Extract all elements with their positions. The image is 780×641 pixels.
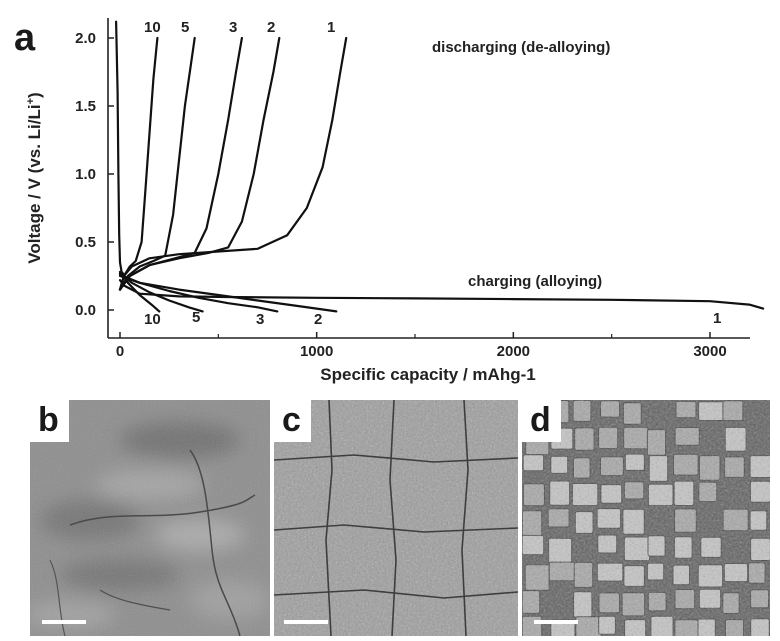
curves (114, 20, 765, 313)
y-tick-label: 0.0 (75, 302, 96, 319)
scale-bar-c (284, 620, 328, 624)
axis-ticks: 0 1000 2000 3000 0.0 0.5 1.0 1.5 2.0 (75, 30, 727, 360)
discharge-label-1: 1 (327, 19, 335, 36)
y-axis-title: Voltage / V (vs. Li/Li+) (25, 92, 44, 263)
discharge-cycle-labels: 10 5 3 2 1 (144, 19, 335, 36)
discharging-annotation: discharging (de-alloying) (432, 39, 610, 56)
charging-annotation: charging (alloying) (468, 273, 602, 290)
discharge-label-5: 5 (181, 19, 189, 36)
panel-label-c: c (274, 400, 311, 442)
panel-label-d: d (522, 400, 561, 442)
x-tick-label: 0 (116, 343, 124, 360)
y-tick-label: 1.0 (75, 166, 96, 183)
panel-label-a: a (14, 17, 36, 59)
charge-label-5: 5 (192, 309, 200, 326)
x-tick-label: 1000 (300, 343, 333, 360)
curve-discharging-cycle-5 (118, 36, 196, 291)
y-tick-label: 2.0 (75, 30, 96, 47)
curve-charging-cycle-10 (118, 270, 161, 313)
charge-label-1: 1 (713, 310, 721, 327)
charge-label-2: 2 (314, 311, 322, 328)
y-tick-label: 1.5 (75, 98, 96, 115)
charge-cycle-labels: 10 5 3 2 1 (144, 309, 721, 328)
discharge-label-2: 2 (267, 19, 275, 36)
curve-discharging-cycle-10 (118, 36, 159, 291)
panel-label-b: b (30, 400, 69, 442)
sem-image-c (274, 400, 518, 636)
x-axis-title: Specific capacity / mAhg-1 (320, 365, 535, 384)
voltage-capacity-chart: a 0 1000 2000 3000 0.0 0.5 1.0 1.5 2.0 Voltage /… (14, 17, 765, 384)
scale-bar-d (534, 620, 578, 624)
scale-bar-b (42, 620, 86, 624)
discharge-label-3: 3 (229, 19, 237, 36)
x-tick-label: 3000 (693, 343, 726, 360)
x-tick-label: 2000 (497, 343, 530, 360)
sem-panel-b: b (30, 400, 270, 636)
charge-label-10: 10 (144, 311, 161, 328)
sem-panel-d: d (522, 400, 770, 636)
curve-voltage-rise-cycle-initial (114, 20, 126, 276)
discharge-label-10: 10 (144, 19, 161, 36)
charge-label-3: 3 (256, 311, 264, 328)
curve-discharging-cycle-3 (118, 36, 243, 291)
sem-image-d (522, 400, 770, 636)
curve-charging-cycle-5 (118, 272, 204, 313)
sem-image-b (30, 400, 270, 636)
plot-frame (107, 18, 750, 339)
curve-charging-cycle-3 (118, 273, 279, 313)
curve-discharging-cycle-1 (118, 36, 348, 291)
sem-panel-c: c (274, 400, 518, 636)
y-tick-label: 0.5 (75, 234, 96, 251)
